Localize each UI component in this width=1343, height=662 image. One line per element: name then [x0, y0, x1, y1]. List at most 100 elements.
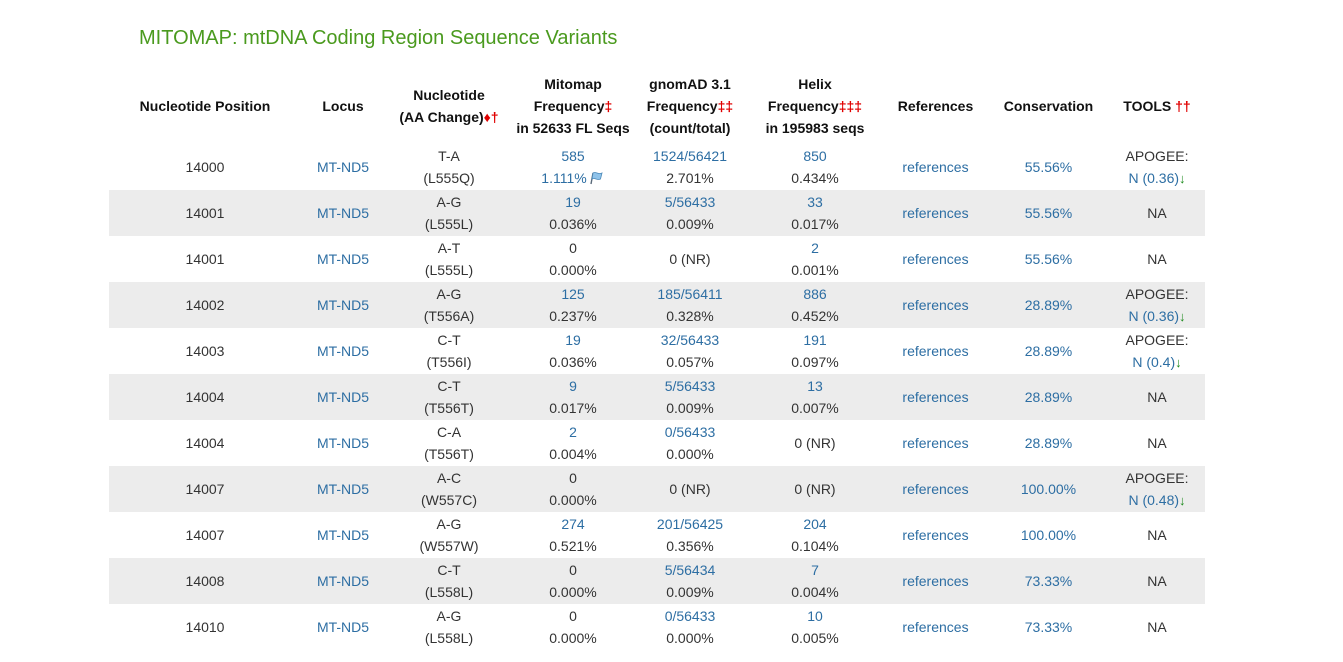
locus-link[interactable]: MT-ND5 — [316, 619, 370, 635]
references-link[interactable]: references — [902, 481, 969, 497]
locus-link[interactable]: MT-ND5 — [316, 205, 370, 221]
gnomad-count-link[interactable]: 32/56433 — [660, 332, 720, 348]
cell-locus: MT-ND5 — [301, 236, 385, 282]
references-link[interactable]: references — [902, 205, 969, 221]
col-header-gnomad-freq: Frequency‡‡ — [633, 95, 747, 117]
cell-tools: APOGEE: N (0.4)↓ — [1109, 328, 1205, 374]
mitomap-count-link[interactable]: 585 — [561, 148, 585, 164]
cell-conservation: 28.89% — [988, 374, 1109, 420]
mitomap-percent-line: 0.000% — [513, 489, 633, 511]
cell-nucleotide: T-A (L555Q) — [385, 144, 513, 190]
conservation-link[interactable]: 73.33% — [1024, 619, 1073, 635]
helix-count-link[interactable]: 204 — [803, 516, 827, 532]
apogee-score-link[interactable]: N (0.4) — [1132, 353, 1176, 370]
table-body: 14000 MT-ND5 T-A (L555Q) 585 1.111% 1524/56421… — [109, 144, 1205, 650]
gnomad-count-link[interactable]: 5/56433 — [664, 378, 716, 394]
helix-count-link[interactable]: 886 — [803, 286, 827, 302]
helix-percent: 0.017% — [791, 216, 839, 232]
locus-link[interactable]: MT-ND5 — [316, 159, 370, 175]
references-link[interactable]: references — [902, 389, 969, 405]
footnote-symbol[interactable]: †† — [1175, 98, 1191, 114]
conservation-link[interactable]: 100.00% — [1020, 527, 1077, 543]
nucleotide-position: 14004 — [185, 435, 225, 451]
locus-link[interactable]: MT-ND5 — [316, 251, 370, 267]
aa-change: (L558L) — [424, 584, 474, 600]
locus-link[interactable]: MT-ND5 — [316, 481, 370, 497]
mitomap-count-link[interactable]: 19 — [565, 332, 581, 348]
footnote-symbol[interactable]: ♦† — [483, 109, 499, 125]
col-header-position: Nucleotide Position — [109, 70, 301, 144]
footnote-symbol[interactable]: ‡‡ — [717, 98, 734, 114]
helix-count-link[interactable]: 850 — [803, 148, 827, 164]
helix-percent: 0.005% — [791, 630, 839, 646]
flag-icon[interactable] — [589, 169, 605, 185]
helix-count-link[interactable]: 2 — [811, 240, 819, 256]
cell-helix-frequency: 33 0.017% — [747, 190, 883, 236]
gnomad-count-link[interactable]: 5/56433 — [664, 194, 716, 210]
conservation-link[interactable]: 28.89% — [1024, 343, 1073, 359]
mitomap-percent: 0.000% — [549, 492, 597, 508]
conservation-link[interactable]: 100.00% — [1020, 481, 1077, 497]
conservation-link[interactable]: 28.89% — [1024, 297, 1073, 313]
locus-link[interactable]: MT-ND5 — [316, 435, 370, 451]
gnomad-count-link[interactable]: 201/56425 — [656, 516, 724, 532]
references-link[interactable]: references — [902, 527, 969, 543]
cell-mitomap-frequency: 2 0.004% — [513, 420, 633, 466]
gnomad-count-link[interactable]: 0/56433 — [664, 424, 716, 440]
helix-count-link[interactable]: 10 — [807, 608, 823, 624]
locus-link[interactable]: MT-ND5 — [316, 297, 370, 313]
cell-tools: NA — [1109, 374, 1205, 420]
table-row: 14008 MT-ND5 C-T (L558L) 0 0.000% 5/56434 0.009… — [109, 558, 1205, 604]
cell-nucleotide: A-G (L558L) — [385, 604, 513, 650]
conservation-link[interactable]: 55.56% — [1024, 251, 1073, 267]
cell-references: references — [883, 328, 988, 374]
references-link[interactable]: references — [902, 251, 969, 267]
mitomap-count-link[interactable]: 9 — [569, 378, 577, 394]
apogee-score-link[interactable]: N (0.36) — [1128, 169, 1180, 186]
references-link[interactable]: references — [902, 573, 969, 589]
conservation-link[interactable]: 28.89% — [1024, 389, 1073, 405]
mitomap-percent-link[interactable]: 1.111% — [541, 170, 587, 186]
nucleotide-position: 14003 — [185, 343, 225, 359]
locus-link[interactable]: MT-ND5 — [316, 343, 370, 359]
footnote-symbol[interactable]: ‡ — [604, 98, 613, 114]
gnomad-count-link[interactable]: 185/56411 — [657, 286, 723, 302]
mitomap-count-link[interactable]: 274 — [561, 516, 585, 532]
gnomad-count-link[interactable]: 1524/56421 — [653, 148, 727, 164]
col-header-helix-sub: in 195983 seqs — [765, 120, 865, 136]
references-link[interactable]: references — [902, 619, 969, 635]
header-row: Nucleotide Position Locus Nucleotide (AA… — [109, 70, 1205, 144]
mitomap-count-link[interactable]: 125 — [561, 286, 585, 302]
cell-gnomad-frequency: 0 (NR) — [633, 236, 747, 282]
references-link[interactable]: references — [902, 343, 969, 359]
conservation-link[interactable]: 73.33% — [1024, 573, 1073, 589]
helix-count-link[interactable]: 13 — [807, 378, 823, 394]
mitomap-count-link[interactable]: 2 — [569, 424, 577, 440]
helix-count-link[interactable]: 191 — [803, 332, 827, 348]
gnomad-count: 0 (NR) — [669, 251, 711, 267]
conservation-link[interactable]: 28.89% — [1024, 435, 1073, 451]
gnomad-count-link[interactable]: 5/56434 — [664, 562, 716, 578]
conservation-link[interactable]: 55.56% — [1024, 159, 1073, 175]
conservation-link[interactable]: 55.56% — [1024, 205, 1073, 221]
references-link[interactable]: references — [902, 435, 969, 451]
cell-mitomap-frequency: 0 0.000% — [513, 604, 633, 650]
apogee-score-link[interactable]: N (0.48) — [1128, 491, 1180, 508]
gnomad-count-link[interactable]: 0/56433 — [664, 608, 716, 624]
helix-count-link[interactable]: 7 — [811, 562, 819, 578]
mitomap-count-link[interactable]: 19 — [565, 194, 581, 210]
locus-link[interactable]: MT-ND5 — [316, 527, 370, 543]
helix-percent: 0.004% — [791, 584, 839, 600]
references-link[interactable]: references — [902, 159, 969, 175]
nucleotide-position: 14007 — [185, 481, 225, 497]
cell-references: references — [883, 374, 988, 420]
apogee-score-link[interactable]: N (0.36) — [1128, 307, 1180, 324]
aa-change: (W557C) — [420, 492, 477, 508]
footnote-symbol[interactable]: ‡‡‡ — [838, 98, 863, 114]
locus-link[interactable]: MT-ND5 — [316, 573, 370, 589]
cell-gnomad-frequency: 5/56434 0.009% — [633, 558, 747, 604]
helix-count-link[interactable]: 33 — [807, 194, 823, 210]
gnomad-percent: 0.009% — [666, 584, 714, 600]
locus-link[interactable]: MT-ND5 — [316, 389, 370, 405]
references-link[interactable]: references — [902, 297, 969, 313]
